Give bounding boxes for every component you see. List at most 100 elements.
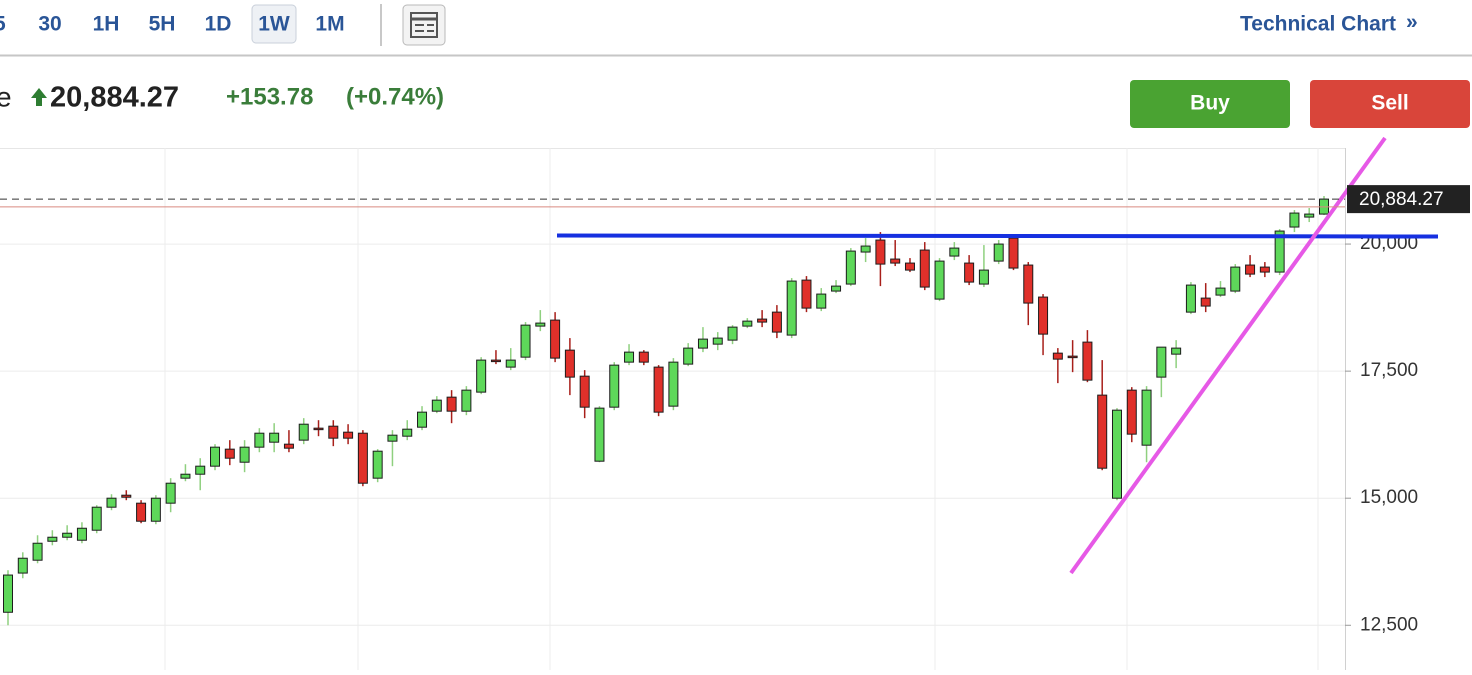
last-price-box (1347, 185, 1470, 214)
candle-body (712, 337, 723, 345)
candle-body (505, 359, 516, 368)
candle-body (224, 448, 235, 459)
candle-body (1008, 237, 1019, 269)
candle-body (1259, 266, 1270, 273)
candle-body (771, 311, 782, 333)
candle-body (624, 351, 635, 363)
candle-body (520, 324, 531, 358)
candle-body (904, 262, 915, 271)
candle-body (402, 428, 413, 437)
candle-body (816, 293, 827, 309)
candle-body (343, 431, 354, 439)
candle-body (210, 446, 221, 467)
candle-body (195, 465, 206, 475)
interval-button[interactable]: 1D (205, 13, 232, 36)
candle-body (1230, 266, 1241, 292)
candle-body (372, 450, 383, 479)
candle-body (801, 279, 812, 309)
candle-body (1111, 409, 1122, 499)
candle-body (121, 494, 132, 498)
candle-body (653, 366, 664, 413)
icon-glyph (410, 12, 438, 38)
candle-body (875, 239, 886, 265)
quote-price: 20,884.27 (50, 82, 179, 114)
buy-label[interactable]: Buy (1190, 92, 1230, 115)
chevron[interactable]: » (1406, 11, 1418, 34)
sell-label[interactable]: Sell (1371, 92, 1408, 115)
interval-button[interactable]: 30 (38, 13, 61, 36)
candle-body (742, 320, 753, 327)
candle-body (476, 359, 487, 393)
candle-body (1067, 355, 1078, 359)
candle-body (579, 375, 590, 408)
sell-button[interactable] (1310, 80, 1470, 128)
candle-body (934, 260, 945, 300)
technical-chart-link[interactable]: Technical Chart (1240, 13, 1396, 36)
candle-body (535, 322, 546, 327)
candle-body (62, 532, 73, 538)
candle-body (1052, 352, 1063, 360)
candle-body (1215, 287, 1226, 296)
candle-body (76, 527, 87, 541)
candle-body (831, 285, 842, 292)
interval-button[interactable]: 1W (258, 13, 290, 36)
y-tick-label: 12,500 (1360, 614, 1418, 635)
candle-body (845, 250, 856, 285)
interval-button[interactable]: 1M (315, 13, 344, 36)
candle-body (446, 396, 457, 412)
candle-body (609, 364, 620, 408)
horizontal-trend-line[interactable] (556, 233, 1439, 239)
candle-body (978, 269, 989, 285)
candle-body (461, 389, 472, 412)
candle-body (919, 249, 930, 288)
candle-body (136, 502, 147, 522)
candle-body (1023, 264, 1034, 304)
candle-body (357, 432, 368, 484)
interval-button[interactable]: 5H (149, 13, 176, 36)
candle-body (328, 425, 339, 439)
y-tick-label: 15,000 (1360, 487, 1418, 508)
candle-body (1245, 264, 1256, 275)
candle-body (1304, 213, 1315, 218)
candles (3, 196, 1329, 626)
candle-body (1156, 346, 1167, 378)
candle-body (638, 351, 649, 363)
candle-body (254, 432, 265, 448)
rising-trend-line[interactable] (1069, 136, 1387, 575)
quote-change: +153.78 (226, 83, 313, 110)
buy-button[interactable] (1130, 80, 1290, 128)
up-arrow (31, 88, 47, 106)
candle-body (3, 574, 13, 613)
candle-body (269, 432, 280, 443)
candle-body (417, 411, 428, 428)
candle-body (683, 347, 694, 365)
candle-body (786, 280, 797, 336)
candle-body (1185, 284, 1196, 313)
candle-body (550, 319, 561, 359)
active-interval-box (251, 4, 297, 44)
candle-body (949, 247, 960, 257)
candle-body (757, 318, 768, 323)
candle-body (860, 245, 871, 253)
candle-body (17, 557, 28, 574)
candle-body (1274, 230, 1285, 273)
candle-body (1289, 212, 1300, 228)
candle-body (697, 338, 708, 349)
interval-button[interactable]: 1H (93, 13, 120, 36)
layout-icon[interactable] (402, 4, 446, 46)
candle-body (298, 423, 309, 441)
interval-button[interactable]: 5 (0, 13, 6, 36)
candle-body (964, 262, 975, 283)
candle-body (993, 243, 1004, 262)
candle-body (47, 536, 58, 542)
y-tick-label: 17,500 (1360, 360, 1418, 381)
candle-body (727, 326, 738, 341)
candle-body (1171, 347, 1182, 355)
candle-body (668, 361, 679, 407)
candle-body (387, 434, 398, 442)
candle-body (313, 427, 324, 431)
candle-body (1200, 297, 1211, 307)
candle-body (32, 542, 43, 561)
